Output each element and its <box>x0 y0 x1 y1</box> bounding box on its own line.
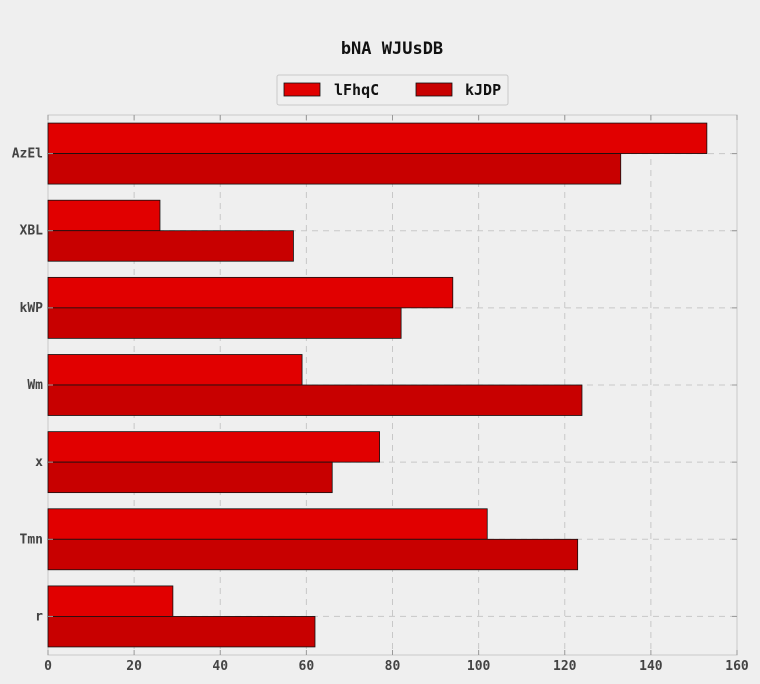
bar-lfhqc-wm <box>47 354 303 386</box>
x-tick-label: 60 <box>299 659 315 674</box>
category-label: Tmn <box>20 532 43 547</box>
bar-lfhqc-xbl <box>47 199 161 232</box>
category-label: kWP <box>20 301 44 316</box>
y-axis: AzEl XBL kWP Wm x Tmn r <box>12 147 737 624</box>
legend-label-kjdp: kJDP <box>465 81 501 99</box>
category-label: r <box>35 609 43 624</box>
bar-kjdp-xbl <box>47 230 294 262</box>
legend-swatch-lfhqc <box>283 82 321 97</box>
bar-lfhqc-x <box>47 431 380 463</box>
category-label: Wm <box>27 378 43 393</box>
bar-lfhqc-tmn <box>47 508 488 540</box>
x-tick-label: 120 <box>553 659 577 674</box>
x-tick-label: 140 <box>639 659 663 674</box>
bar-kjdp-tmn <box>47 538 579 571</box>
x-axis: 0 20 40 60 80 100 120 140 160 <box>44 115 749 674</box>
category-label: AzEl <box>12 147 43 162</box>
category-label: XBL <box>20 224 44 239</box>
bar-kjdp-azel <box>47 153 622 185</box>
legend-swatch-kjdp <box>415 82 453 97</box>
category-label: x <box>35 455 43 470</box>
bar-kjdp-r <box>47 616 316 648</box>
x-tick-label: 80 <box>385 659 401 674</box>
chart-title: bNA WJUsDB <box>341 39 443 59</box>
bar-kjdp-kwp <box>47 307 402 339</box>
bar-lfhqc-kwp <box>47 276 454 309</box>
bar-lfhqc-r <box>47 585 174 617</box>
bars-layer <box>47 122 708 648</box>
x-tick-label: 0 <box>44 659 52 674</box>
bar-kjdp-x <box>47 461 333 494</box>
legend-box <box>276 74 509 106</box>
legend: lFhqC kJDP <box>276 74 509 106</box>
legend-label-lfhqc: lFhqC <box>334 81 379 99</box>
bar-kjdp-wm <box>47 384 583 416</box>
x-tick-label: 20 <box>126 659 142 674</box>
bar-lfhqc-azel <box>47 122 708 154</box>
x-tick-label: 40 <box>212 659 228 674</box>
x-tick-label: 100 <box>467 659 491 674</box>
x-tick-label: 160 <box>725 659 749 674</box>
